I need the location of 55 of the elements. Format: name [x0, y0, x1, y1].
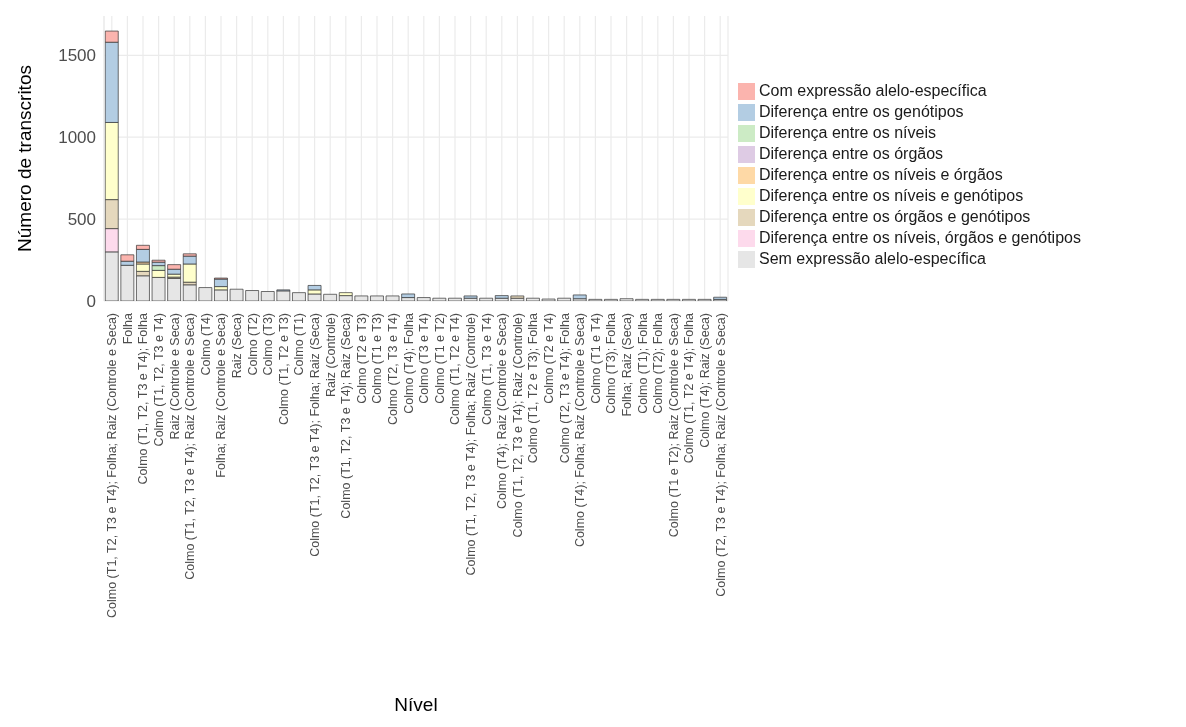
legend-label: Diferença entre os níveis [759, 124, 936, 141]
x-tick-label: Colmo (T1, T2, T3 e T4); Folha; Raiz (Controle e Seca) [105, 313, 120, 618]
y-tick-label: 0 [86, 292, 96, 312]
x-tick-label: Colmo (T4); Raiz (Controle e Seca) [495, 313, 510, 509]
x-axis-title: Nível [394, 694, 438, 715]
x-tick-label: Colmo (T4); Raiz (Seca) [697, 313, 712, 448]
x-tick-label: Folha; Raiz (Controle e Seca) [214, 313, 229, 478]
x-tick-label: Colmo (T4); Folha [401, 312, 416, 414]
x-tick-label: Colmo (T1, T2, T3 e T4); Folha; Raiz (Seca) [307, 313, 322, 557]
x-tick-label: Colmo (T4); Folha; Raiz (Controle e Seca) [573, 313, 588, 548]
x-tick-label: Raiz (Controle) [323, 313, 338, 398]
x-tick-label: Colmo (T1 e T2); Raiz (Controle e Seca) [666, 313, 681, 538]
x-tick-label: Raiz (Seca) [229, 313, 244, 379]
legend-label: Diferença entre os níveis e órgãos [759, 166, 1003, 183]
legend-label: Com expressão alelo-específica [759, 82, 987, 99]
legend-label: Sem expressão alelo-específica [759, 250, 986, 267]
x-tick-label: Colmo (T1, T2 e T3); Folha [526, 312, 541, 464]
x-tick-label: Colmo (T3) [261, 313, 276, 376]
x-tick-label: Colmo (T3 e T4) [417, 313, 432, 404]
x-tick-label: Colmo (T2, T3 e T4) [385, 313, 400, 426]
x-tick-label: Colmo (T1, T2 e T4) [448, 313, 463, 426]
x-tick-label: Raiz (Controle e Seca) [167, 313, 182, 440]
y-tick-label: 500 [67, 210, 96, 230]
x-tick-label: Colmo (T1, T2 e T4); Folha [682, 312, 697, 464]
x-tick-label: Colmo (T1, T2, T3 e T4) [151, 313, 166, 447]
legend-label: Diferença entre os níveis e genótipos [759, 187, 1024, 204]
x-tick-label: Colmo (T1, T2 e T3) [276, 313, 291, 426]
x-tick-label: Colmo (T2, T3 e T4); Folha [557, 312, 572, 464]
x-tick-label: Colmo (T1, T2, T3 e T4); Raiz (Seca) [339, 313, 354, 519]
x-tick-label: Colmo (T2 e T3) [354, 313, 369, 404]
legend-label: Diferença entre os genótipos [759, 103, 964, 120]
x-tick-label: Colmo (T3); Folha [604, 312, 619, 414]
x-tick-label: Colmo (T2); Folha [651, 312, 666, 414]
x-tick-label: Colmo (T1 e T2) [432, 313, 447, 404]
y-tick-label: 1000 [58, 128, 96, 148]
x-tick-label: Colmo (T4) [198, 313, 213, 376]
x-tick-label: Colmo (T1, T2, T3 e T4); Raiz (Controle e Seca) [183, 313, 198, 580]
x-tick-label: Colmo (T1 e T4) [588, 313, 603, 404]
x-tick-label: Colmo (T2 e T4) [541, 313, 556, 404]
x-tick-label: Colmo (T1, T3 e T4) [479, 313, 494, 426]
x-tick-label: Colmo (T1) [292, 313, 307, 376]
legend-label: Diferença entre os níveis, órgãos e genótipos [759, 229, 1081, 246]
x-tick-label: Folha [120, 312, 135, 345]
x-tick-label: Colmo (T1 e T3) [370, 313, 385, 404]
x-tick-label: Colmo (T1, T2, T3 e T4); Folha; Raiz (Controle) [463, 313, 478, 576]
x-tick-label: Colmo (T2, T3 e T4); Folha; Raiz (Controle e Seca) [713, 313, 728, 597]
x-tick-label: Folha; Raiz (Seca) [619, 313, 634, 417]
y-axis-title: Número de transcritos [13, 65, 35, 252]
x-tick-label: Colmo (T2) [245, 313, 260, 376]
y-tick-label: 1500 [58, 46, 96, 66]
x-tick-label: Colmo (T1, T2, T3 e T4); Raiz (Controle) [510, 313, 525, 538]
x-tick-label: Colmo (T1, T2, T3 e T4); Folha [136, 312, 151, 485]
legend-label: Diferença entre os órgãos e genótipos [759, 208, 1031, 225]
x-tick-label: Colmo (T1); Folha [635, 312, 650, 414]
legend-label: Diferença entre os órgãos [759, 145, 944, 162]
